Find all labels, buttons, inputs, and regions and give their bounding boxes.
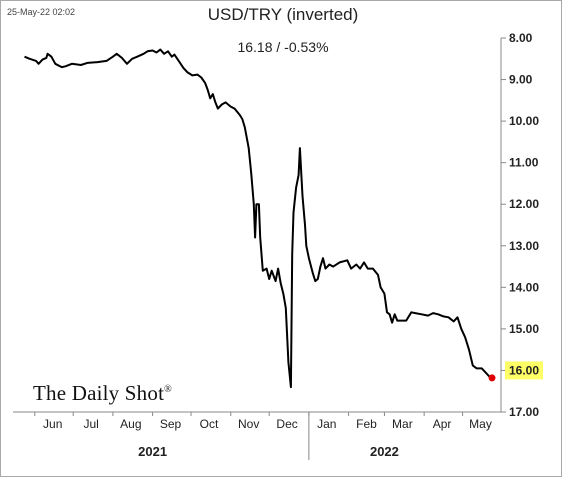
chart-subtitle: 16.18 / -0.53%: [237, 39, 329, 55]
timestamp-label: 25-May-22 02:02: [7, 7, 76, 17]
x-tick-label: Nov: [238, 417, 259, 431]
x-tick-label: May: [469, 417, 492, 431]
year-label: 2022: [370, 444, 399, 459]
x-tick-label: Sep: [160, 417, 182, 431]
daily-shot-logo: The Daily Shot®: [33, 381, 172, 406]
x-tick-label: Feb: [356, 417, 377, 431]
y-tick-label: 9.00: [509, 73, 533, 87]
series-line: [24, 48, 493, 389]
y-tick-label: 11.00: [509, 156, 539, 170]
last-value-label: 16.00: [509, 363, 539, 377]
y-tick-label: 15.00: [509, 322, 539, 336]
y-tick-label: 13.00: [509, 239, 539, 253]
x-tick-label: Dec: [276, 417, 297, 431]
last-value-highlight: [505, 361, 543, 380]
y-tick-label: 8.00: [509, 31, 533, 45]
logo-text: The Daily Shot: [33, 381, 165, 405]
year-label: 2021: [138, 444, 167, 459]
x-tick-label: Jun: [43, 417, 62, 431]
last-point-marker: [488, 374, 496, 382]
y-tick-label: 17.00: [509, 405, 539, 419]
x-tick-label: Aug: [120, 417, 141, 431]
registered-mark: ®: [164, 384, 172, 395]
x-tick-label: Oct: [200, 417, 219, 431]
y-tick-label: 10.00: [509, 114, 539, 128]
y-tick-label: 14.00: [509, 280, 539, 294]
x-tick-label: Apr: [433, 417, 452, 431]
x-tick-label: Jan: [317, 417, 336, 431]
x-tick-label: Jul: [83, 417, 98, 431]
y-tick-label: 12.00: [509, 197, 539, 211]
x-tick-label: Mar: [392, 417, 413, 431]
chart-title: USD/TRY (inverted): [207, 5, 359, 24]
